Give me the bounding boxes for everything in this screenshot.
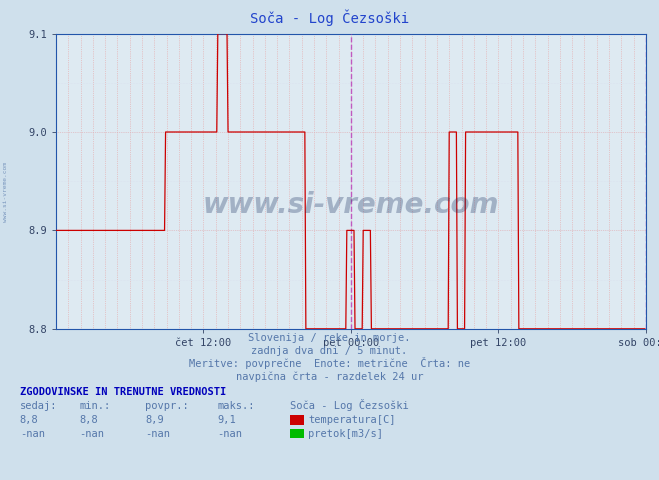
- Text: Soča - Log Čezsoški: Soča - Log Čezsoški: [250, 10, 409, 26]
- Text: temperatura[C]: temperatura[C]: [308, 415, 396, 425]
- Text: -nan: -nan: [20, 429, 45, 439]
- Text: -nan: -nan: [145, 429, 170, 439]
- Text: 8,8: 8,8: [20, 415, 38, 425]
- Text: -nan: -nan: [217, 429, 243, 439]
- Text: navpična črta - razdelek 24 ur: navpična črta - razdelek 24 ur: [236, 371, 423, 382]
- Text: Meritve: povprečne  Enote: metrične  Črta: ne: Meritve: povprečne Enote: metrične Črta:…: [189, 357, 470, 369]
- Text: Slovenija / reke in morje.: Slovenija / reke in morje.: [248, 333, 411, 343]
- Text: maks.:: maks.:: [217, 401, 255, 411]
- Text: 8,8: 8,8: [79, 415, 98, 425]
- Text: -nan: -nan: [79, 429, 104, 439]
- Text: pretok[m3/s]: pretok[m3/s]: [308, 429, 384, 439]
- Text: ZGODOVINSKE IN TRENUTNE VREDNOSTI: ZGODOVINSKE IN TRENUTNE VREDNOSTI: [20, 386, 226, 396]
- Text: min.:: min.:: [79, 401, 110, 411]
- Text: 8,9: 8,9: [145, 415, 163, 425]
- Text: 9,1: 9,1: [217, 415, 236, 425]
- Text: sedaj:: sedaj:: [20, 401, 57, 411]
- Text: www.si-vreme.com: www.si-vreme.com: [3, 162, 8, 222]
- Text: povpr.:: povpr.:: [145, 401, 188, 411]
- Text: zadnja dva dni / 5 minut.: zadnja dva dni / 5 minut.: [251, 346, 408, 356]
- Text: Soča - Log Čezsoški: Soča - Log Čezsoški: [290, 399, 409, 411]
- Text: www.si-vreme.com: www.si-vreme.com: [203, 191, 499, 219]
